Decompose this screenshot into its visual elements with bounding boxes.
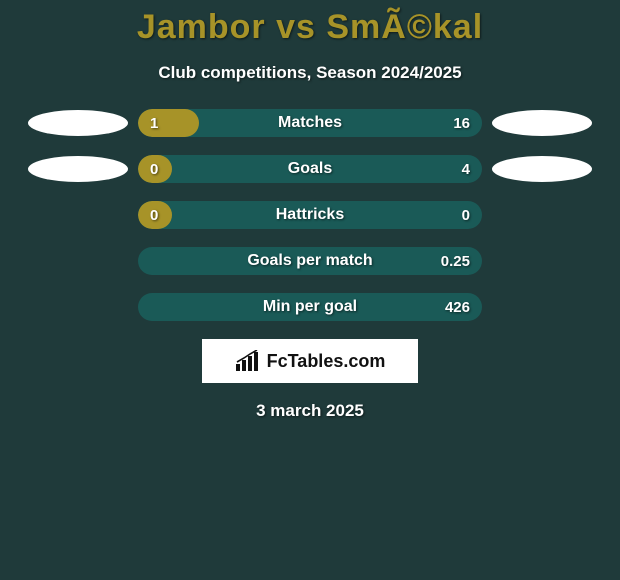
stat-label: Goals per match — [138, 247, 482, 275]
left-logo-slot — [18, 156, 138, 182]
stat-row: Hattricks0 0 — [0, 201, 620, 229]
stat-value-right: 4 — [462, 155, 470, 183]
left-logo-slot — [18, 110, 138, 136]
stat-bar: Goals per match0.25 — [138, 247, 482, 275]
stat-label: Matches — [138, 109, 482, 137]
stat-value-left: 0 — [150, 155, 158, 183]
stat-bar: Matches1 16 — [138, 109, 482, 137]
footer-date: 3 march 2025 — [0, 401, 620, 421]
stat-label: Hattricks — [138, 201, 482, 229]
right-logo-slot — [482, 156, 602, 182]
team-logo-placeholder-left — [28, 156, 128, 182]
stat-label: Goals — [138, 155, 482, 183]
stat-value-right: 426 — [445, 293, 470, 321]
stat-value-left: 1 — [150, 109, 158, 137]
stats-card: Jambor vs SmÃ©kal Club competitions, Sea… — [0, 0, 620, 580]
source-logo-box: FcTables.com — [202, 339, 418, 383]
bars-container: Matches116Goals04Hattricks00Goals per ma… — [0, 109, 620, 321]
right-logo-slot — [482, 110, 602, 136]
bars-icon — [235, 350, 261, 372]
stat-bar: Goals0 4 — [138, 155, 482, 183]
stat-row: Min per goal426 — [0, 293, 620, 321]
team-logo-placeholder-right — [492, 156, 592, 182]
source-logo: FcTables.com — [235, 350, 386, 372]
stat-bar: Min per goal426 — [138, 293, 482, 321]
stat-value-right: 0.25 — [441, 247, 470, 275]
team-logo-placeholder-right — [492, 110, 592, 136]
stat-value-right: 16 — [453, 109, 470, 137]
page-subtitle: Club competitions, Season 2024/2025 — [0, 63, 620, 83]
stat-value-left: 0 — [150, 201, 158, 229]
stat-row: Goals per match0.25 — [0, 247, 620, 275]
stat-value-right: 0 — [462, 201, 470, 229]
page-title: Jambor vs SmÃ©kal — [0, 8, 620, 47]
stat-row: Goals0 4 — [0, 155, 620, 183]
stat-row: Matches1 16 — [0, 109, 620, 137]
team-logo-placeholder-left — [28, 110, 128, 136]
stat-bar: Hattricks0 0 — [138, 201, 482, 229]
stat-label: Min per goal — [138, 293, 482, 321]
source-logo-text: FcTables.com — [267, 351, 386, 372]
